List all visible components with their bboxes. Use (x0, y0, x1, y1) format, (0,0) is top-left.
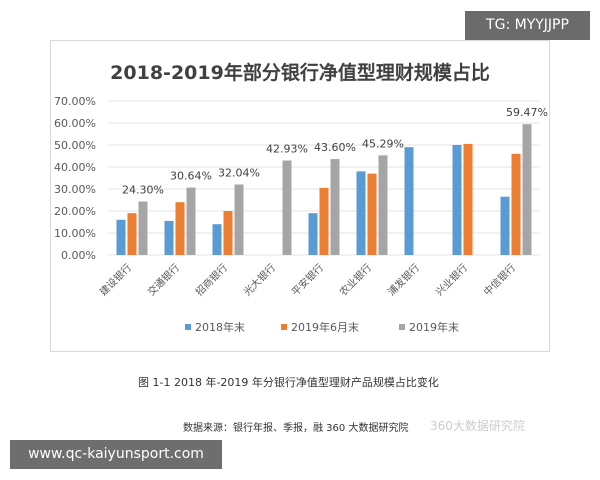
data-label: 42.93% (266, 143, 308, 156)
chart-title: 2018-2019年部分银行净值型理财规模占比 (110, 62, 490, 84)
y-tick-label: 10.00% (54, 227, 96, 240)
legend-label: 2019年末 (409, 320, 459, 334)
x-tick-label: 农业银行 (337, 261, 374, 298)
bar (511, 153, 521, 255)
data-label: 30.64% (170, 170, 212, 183)
data-source: 数据来源：银行年报、季报，融 360 大数据研究院 (183, 423, 409, 434)
y-tick-label: 40.00% (54, 161, 96, 174)
y-tick-label: 0.00% (61, 249, 96, 262)
bar (138, 201, 148, 255)
bar (522, 124, 532, 255)
data-label: 59.47% (506, 106, 548, 119)
bar-chart: 0.00% 10.00% 20.00% 30.00% 40.00% 50.00% 60.00… (54, 95, 548, 334)
data-label: 32.04% (218, 167, 260, 180)
x-tick-label: 交通银行 (145, 261, 182, 298)
legend-label: 2018年末 (195, 320, 245, 334)
bar (223, 211, 233, 255)
bar (212, 224, 222, 255)
x-tick-label: 招商银行 (193, 261, 230, 298)
bar (356, 171, 366, 255)
bar (164, 220, 174, 255)
bar (330, 159, 340, 255)
x-tick-label: 建设银行 (97, 261, 134, 298)
y-tick-label: 70.00% (54, 95, 96, 108)
legend-swatch (185, 324, 191, 330)
x-tick-label: 中信银行 (481, 261, 518, 298)
bar (308, 213, 318, 255)
x-tick-label: 平安银行 (289, 261, 326, 298)
data-label: 43.60% (314, 141, 356, 154)
bar (175, 202, 185, 255)
bar (186, 187, 196, 255)
y-tick-label: 60.00% (54, 117, 96, 130)
data-label: 24.30% (122, 184, 164, 197)
bar (234, 184, 244, 255)
url-label: www.qc-kaiyunsport.com (10, 440, 222, 469)
legend-label: 2019年6月末 (291, 320, 359, 334)
y-tick-label: 30.00% (54, 183, 96, 196)
data-label: 45.29% (362, 137, 404, 150)
bar (452, 145, 462, 255)
y-tick-label: 20.00% (54, 205, 96, 218)
bar (463, 143, 473, 255)
bar (319, 187, 329, 255)
bar (127, 213, 137, 255)
legend-swatch (399, 324, 405, 330)
bar (367, 173, 377, 255)
tg-label: TG: MYYJJPP (465, 11, 590, 40)
bar (116, 219, 126, 255)
y-tick-label: 50.00% (54, 139, 96, 152)
x-tick-label: 浦发银行 (385, 261, 422, 298)
legend-swatch (281, 324, 287, 330)
watermark: 360大数据研究院 (430, 419, 525, 433)
figure-caption: 图 1-1 2018 年-2019 年分银行净值型理财产品规模占比变化 (138, 376, 439, 389)
bar (404, 147, 414, 255)
x-tick-label: 兴业银行 (433, 261, 470, 298)
x-tick-label: 光大银行 (241, 261, 278, 298)
bar (282, 160, 292, 255)
bar (500, 196, 510, 255)
bar (378, 155, 388, 255)
